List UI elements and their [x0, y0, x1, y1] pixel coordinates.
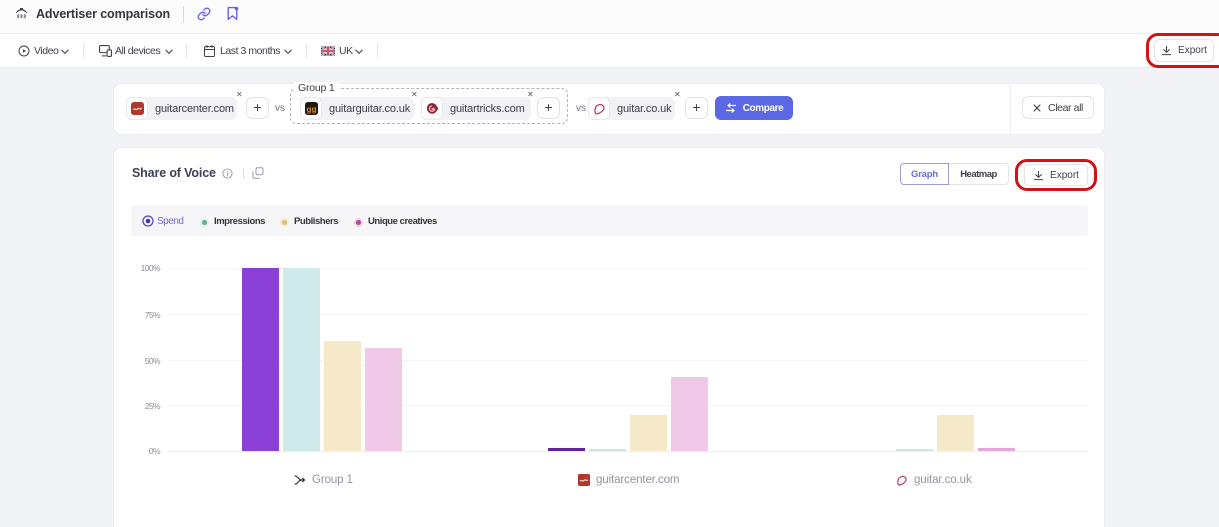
- svg-text:gg: gg: [306, 104, 316, 114]
